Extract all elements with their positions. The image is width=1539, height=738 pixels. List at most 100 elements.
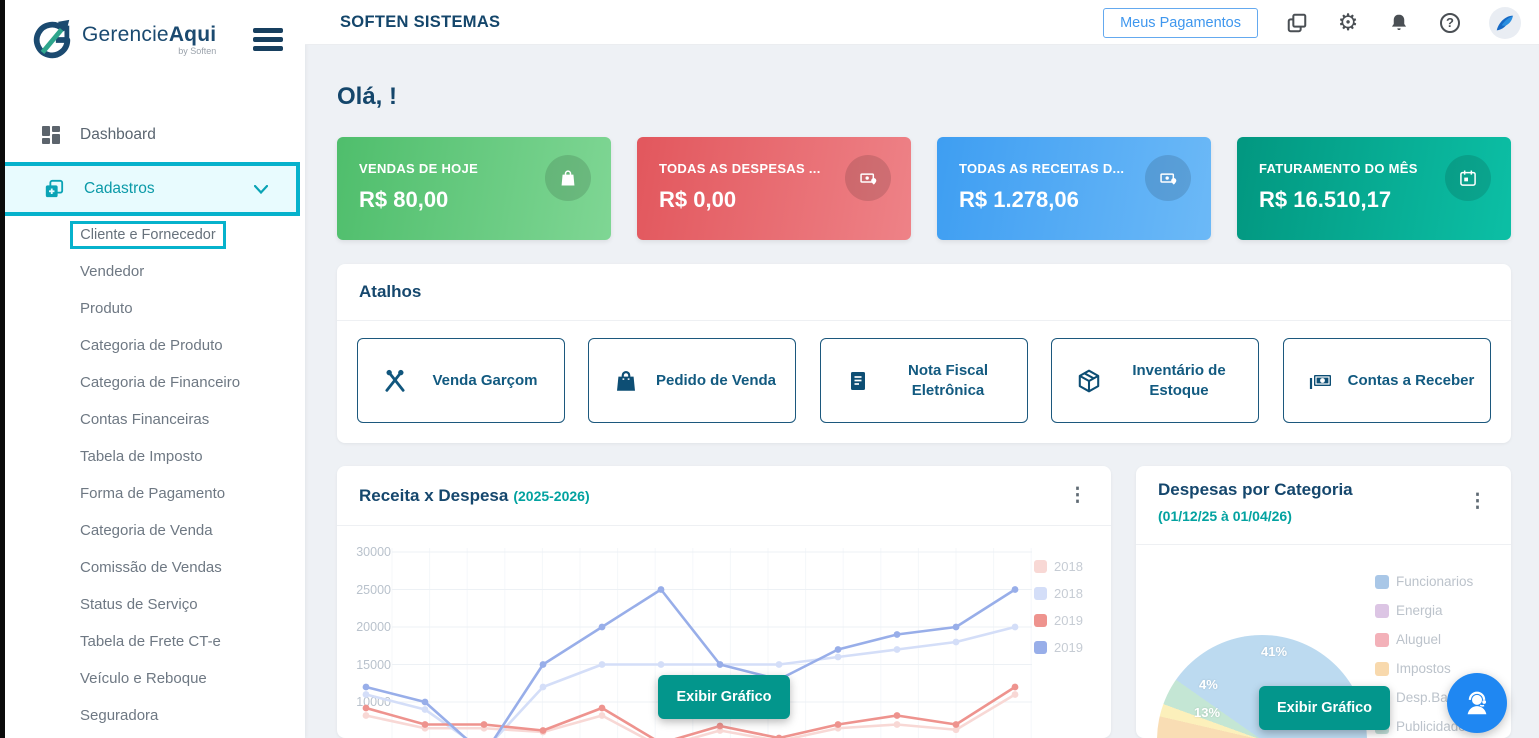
company-name: SOFTEN SISTEMAS: [340, 13, 501, 31]
sidebar-item-cadastros[interactable]: Cadastros: [0, 162, 300, 216]
shopping-bag-icon: [609, 368, 643, 394]
topbar: SOFTEN SISTEMAS Meus Pagamentos ⚙ ?: [305, 0, 1539, 45]
y-axis-tick: 25000: [356, 582, 391, 597]
screen-left-edge: [0, 0, 5, 738]
shortcut-label: Contas a Receber: [1347, 371, 1475, 389]
chevron-down-icon: [254, 184, 268, 194]
stat-card-despesas: TODAS AS DESPESAS ... R$ 0,00: [637, 137, 911, 240]
legend-item[interactable]: Energia: [1375, 603, 1485, 618]
legend-swatch: [1034, 641, 1047, 654]
chart-title: Receita x Despesa (2025-2026): [359, 486, 590, 505]
sidebar-subitem[interactable]: Produto: [80, 300, 133, 317]
chart-subtitle: (01/12/25 à 01/04/26): [1158, 508, 1292, 524]
shopping-bag-icon: [545, 155, 591, 201]
sidebar-subitem[interactable]: Forma de Pagamento: [80, 485, 226, 502]
logo-tagline: by Soften: [178, 46, 217, 56]
shortcut-label: Pedido de Venda: [655, 371, 777, 389]
pie-slice-label: 41%: [1261, 644, 1288, 659]
legend-swatch: [1034, 587, 1047, 600]
legend-item[interactable]: 2019: [1034, 613, 1083, 628]
legend-item[interactable]: 2018: [1034, 586, 1083, 601]
kebab-menu-icon[interactable]: ⋮: [1068, 485, 1087, 506]
sidebar-subitem[interactable]: Categoria de Produto: [80, 337, 223, 354]
shortcut-venda-garcom[interactable]: Venda Garçom: [357, 338, 565, 423]
sidebar-item-label: Cadastros: [84, 180, 155, 197]
legend-swatch: [1034, 560, 1047, 573]
utensils-icon: [378, 367, 412, 395]
calendar-icon: [1445, 155, 1491, 201]
y-axis-tick: 30000: [356, 545, 391, 559]
stat-card-label: TODAS AS RECEITAS D...: [959, 161, 1125, 176]
money-pin-icon: [1145, 155, 1191, 201]
receita-despesa-panel: Receita x Despesa (2025-2026) ⋮ 30000 250…: [337, 466, 1111, 738]
shortcuts-title: Atalhos: [359, 282, 422, 301]
stat-card-value: R$ 1.278,06: [959, 187, 1079, 212]
pie-slice-label: 13%: [1194, 705, 1221, 720]
legend-swatch: [1375, 603, 1389, 618]
sidebar-item-label: Dashboard: [80, 126, 156, 143]
chart-subtitle: (2025-2026): [513, 488, 590, 504]
legend-swatch: [1375, 574, 1389, 589]
money-pin-icon: [845, 155, 891, 201]
main-content: Olá, ! VENDAS DE HOJE R$ 80,00 TODAS AS …: [305, 45, 1539, 738]
sidebar-subitem[interactable]: Comissão de Vendas: [80, 559, 222, 576]
logo-g1-icon: [33, 19, 71, 59]
sidebar-subitem[interactable]: Categoria de Financeiro: [80, 374, 241, 391]
stat-card-receitas: TODAS AS RECEITAS D... R$ 1.278,06: [937, 137, 1211, 240]
sidebar-subitem[interactable]: Tabela de Frete CT-e: [80, 633, 221, 650]
user-avatar[interactable]: [1489, 6, 1521, 39]
stat-card-label: TODAS AS DESPESAS ...: [659, 161, 821, 176]
soften-swoosh-icon: [1496, 15, 1514, 30]
windows-copy-icon[interactable]: [1285, 11, 1309, 35]
legend-item[interactable]: 2018: [1034, 559, 1083, 574]
line-chart-legend: 2018 2018 2019 2019: [1034, 559, 1083, 668]
sidebar-subitem[interactable]: Vendedor: [80, 263, 145, 280]
gear-icon[interactable]: ⚙: [1337, 9, 1359, 35]
kebab-menu-icon[interactable]: ⋮: [1468, 491, 1487, 512]
copy-plus-icon: [45, 179, 64, 198]
legend-item[interactable]: Impostos: [1375, 661, 1485, 676]
shortcut-label: Inventário de Estoque: [1132, 362, 1226, 399]
sidebar-subitem[interactable]: Tabela de Imposto: [80, 448, 203, 465]
app-logo[interactable]: GerencieAqui by Soften: [30, 12, 280, 68]
stat-card-label: VENDAS DE HOJE: [359, 161, 479, 176]
document-icon: [841, 368, 875, 394]
y-axis-tick: 15000: [356, 657, 391, 672]
sidebar-subitem[interactable]: Veículo e Reboque: [80, 670, 207, 687]
legend-swatch: [1375, 661, 1389, 676]
divider: [1136, 544, 1511, 545]
support-agent-icon: [1467, 691, 1487, 715]
stat-card-value: R$ 0,00: [659, 187, 737, 212]
sidebar-subitem-cliente-fornecedor[interactable]: Cliente e Fornecedor: [70, 221, 226, 249]
sidebar-subitem[interactable]: Categoria de Venda: [80, 522, 213, 539]
logo-wordmark: GerencieAqui: [82, 23, 217, 46]
exibir-grafico-button[interactable]: Exibir Gráfico: [1259, 686, 1390, 730]
legend-item[interactable]: 2019: [1034, 640, 1083, 655]
shortcut-inventario-estoque[interactable]: Inventário de Estoque: [1051, 338, 1259, 423]
meus-pagamentos-button[interactable]: Meus Pagamentos: [1103, 7, 1258, 38]
hamburger-menu-icon[interactable]: [253, 28, 283, 51]
divider: [337, 525, 1111, 526]
greeting: Olá, !: [337, 83, 398, 110]
dashboard-grid-icon: [42, 126, 60, 144]
sidebar-item-dashboard[interactable]: Dashboard: [0, 118, 300, 152]
exibir-grafico-button[interactable]: Exibir Gráfico: [658, 675, 790, 719]
stat-card-faturamento: FATURAMENTO DO MÊS R$ 16.510,17: [1237, 137, 1511, 240]
sidebar-subitem[interactable]: Seguradora: [80, 707, 159, 724]
sidebar-subitem[interactable]: Contas Financeiras: [80, 411, 210, 428]
legend-swatch: [1034, 614, 1047, 627]
shortcut-nota-fiscal[interactable]: Nota Fiscal Eletrônica: [820, 338, 1028, 423]
sidebar-subitem[interactable]: Status de Serviço: [80, 596, 198, 613]
chart-title: Despesas por Categoria: [1158, 480, 1353, 499]
y-axis-tick: 20000: [356, 620, 391, 634]
legend-item[interactable]: Aluguel: [1375, 632, 1485, 647]
sidebar: GerencieAqui by Soften Dashboard Cadastr…: [0, 0, 305, 738]
bell-icon[interactable]: [1387, 11, 1411, 35]
pie-slice-label: 4%: [1199, 677, 1218, 692]
cadastros-submenu: Vendedor Produto Categoria de Produto Ca…: [0, 253, 300, 734]
help-icon[interactable]: ?: [1438, 11, 1462, 35]
shortcut-contas-receber[interactable]: Contas a Receber: [1283, 338, 1491, 423]
legend-item[interactable]: Funcionarios: [1375, 574, 1485, 589]
support-chat-button[interactable]: [1447, 673, 1507, 733]
shortcut-pedido-venda[interactable]: Pedido de Venda: [588, 338, 796, 423]
